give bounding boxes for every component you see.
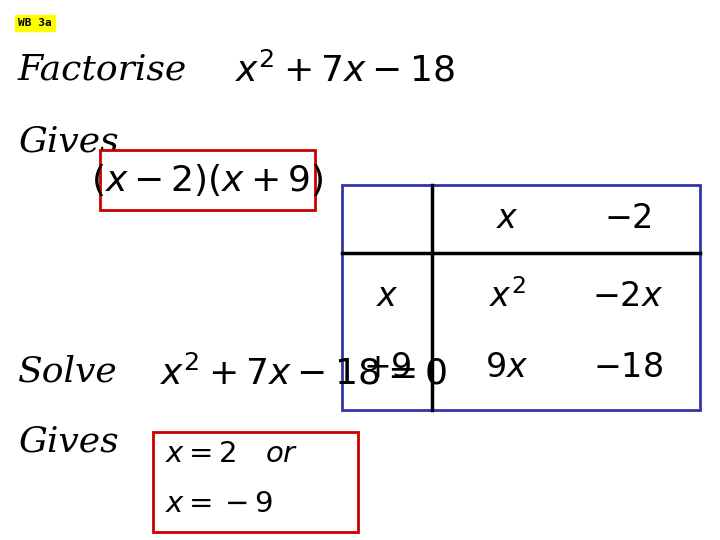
Bar: [153, 432, 358, 532]
Text: Factorise: Factorise: [18, 52, 187, 86]
Bar: [100, 150, 315, 210]
Text: $x = 2$   $or$: $x = 2$ $or$: [165, 440, 298, 468]
Text: $9x$: $9x$: [485, 352, 528, 383]
Text: $-2$: $-2$: [603, 203, 652, 235]
Text: Gives: Gives: [18, 125, 119, 159]
Text: $x^2$: $x^2$: [489, 280, 526, 314]
Text: $-18$: $-18$: [593, 352, 662, 383]
Text: Gives: Gives: [18, 425, 119, 459]
Text: $x^2 + 7x - 18$: $x^2 + 7x - 18$: [235, 52, 455, 88]
Text: $+9$: $+9$: [363, 352, 411, 383]
Text: WB 3a: WB 3a: [18, 18, 52, 28]
Text: $(x-2)(x+9)$: $(x-2)(x+9)$: [91, 162, 324, 198]
Text: $-2x$: $-2x$: [592, 281, 663, 313]
Text: $x$: $x$: [376, 281, 398, 313]
Text: $x^2 + 7x - 18 = 0$: $x^2 + 7x - 18 = 0$: [160, 355, 447, 391]
Text: $x$: $x$: [495, 203, 518, 235]
Text: Solve: Solve: [18, 355, 118, 389]
Text: $x = -9$: $x = -9$: [165, 490, 273, 518]
Bar: [342, 185, 700, 410]
